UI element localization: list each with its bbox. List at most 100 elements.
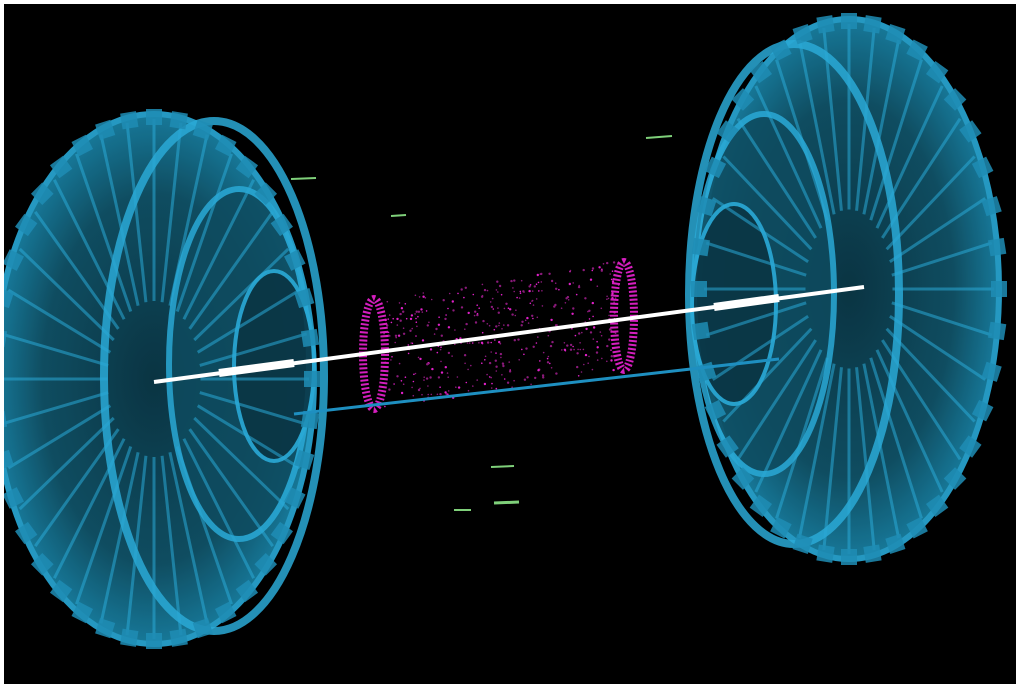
hit-point bbox=[410, 342, 413, 344]
hit-point bbox=[566, 344, 569, 347]
hit-point bbox=[490, 305, 494, 309]
detector-spoke bbox=[188, 211, 274, 330]
detector-spoke bbox=[18, 416, 115, 511]
hit-point bbox=[412, 394, 415, 397]
detector-spoke bbox=[193, 247, 290, 342]
hit-point bbox=[426, 362, 430, 365]
hit-point bbox=[470, 364, 472, 367]
hit-point bbox=[535, 283, 538, 286]
detector-tooth bbox=[304, 371, 320, 387]
detector-tooth bbox=[4, 449, 14, 471]
hit-point bbox=[486, 373, 488, 376]
hit-point bbox=[468, 342, 471, 344]
hit-point bbox=[501, 362, 505, 365]
hit-point bbox=[424, 297, 427, 299]
hit-point bbox=[506, 324, 510, 327]
hit-point bbox=[520, 324, 523, 327]
detector-tooth bbox=[716, 120, 739, 143]
hit-point bbox=[550, 279, 554, 283]
detector-spoke bbox=[889, 314, 987, 381]
hit-point bbox=[400, 380, 403, 382]
hit-point bbox=[539, 360, 541, 362]
hit-point bbox=[535, 298, 538, 300]
hit-point bbox=[549, 344, 553, 348]
event-display-viewport[interactable] bbox=[4, 4, 1016, 684]
detector-tooth bbox=[749, 494, 773, 517]
hit-point bbox=[457, 292, 459, 295]
hit-point bbox=[507, 307, 510, 310]
hit-point bbox=[600, 269, 603, 272]
detector-spoke bbox=[705, 301, 807, 337]
hit-point bbox=[610, 278, 613, 281]
hit-point bbox=[478, 307, 481, 310]
detector-spoke bbox=[160, 122, 183, 303]
hit-point bbox=[541, 290, 543, 292]
hit-point bbox=[486, 289, 489, 292]
hit-point bbox=[476, 304, 479, 307]
detector-tooth bbox=[906, 517, 928, 539]
hit-point bbox=[447, 376, 450, 379]
hit-point bbox=[563, 342, 566, 344]
hit-point bbox=[454, 343, 456, 346]
hit-point bbox=[526, 376, 529, 379]
hit-point bbox=[523, 353, 525, 356]
hit-point bbox=[417, 388, 421, 392]
hit-point bbox=[464, 286, 467, 289]
hit-point bbox=[513, 339, 516, 342]
hit-point bbox=[547, 355, 550, 358]
hit-point bbox=[476, 313, 479, 317]
hit-point bbox=[529, 302, 532, 305]
detector-spoke bbox=[736, 339, 817, 461]
detector-spoke bbox=[869, 59, 923, 221]
detector-tooth bbox=[770, 517, 792, 539]
hit-point bbox=[519, 292, 522, 295]
hit-point bbox=[600, 334, 603, 337]
detector-spoke bbox=[125, 122, 148, 303]
hit-point bbox=[486, 341, 490, 344]
hit-point bbox=[391, 356, 393, 358]
hit-point bbox=[395, 336, 398, 339]
hit-point bbox=[473, 314, 476, 317]
hit-point bbox=[503, 307, 506, 310]
hit-point bbox=[509, 308, 512, 311]
hit-point bbox=[421, 311, 424, 313]
hit-point bbox=[394, 334, 398, 337]
hit-point bbox=[404, 303, 407, 305]
hit-point bbox=[611, 292, 614, 295]
right-hit-ring bbox=[610, 258, 638, 374]
hit-point bbox=[397, 334, 401, 337]
hit-point bbox=[503, 378, 506, 380]
hit-point bbox=[602, 263, 605, 265]
hit-point bbox=[448, 292, 451, 295]
hit-point bbox=[483, 288, 487, 292]
hit-point bbox=[420, 308, 423, 311]
hit-point bbox=[396, 324, 399, 326]
hit-point bbox=[610, 329, 613, 332]
detector-tooth bbox=[49, 579, 73, 603]
hit-point bbox=[518, 359, 520, 361]
detector-spoke bbox=[53, 179, 126, 320]
hit-point bbox=[527, 322, 530, 324]
hit-point bbox=[400, 307, 404, 310]
hit-point bbox=[446, 372, 449, 374]
detector-tooth bbox=[906, 39, 928, 61]
hit-point bbox=[460, 288, 463, 291]
hit-point bbox=[497, 291, 499, 293]
hit-point bbox=[418, 296, 421, 298]
detector-tooth bbox=[300, 328, 320, 348]
hit-point bbox=[598, 266, 601, 269]
detector-tooth bbox=[691, 321, 710, 341]
hit-point bbox=[499, 352, 503, 356]
detector-tooth bbox=[943, 88, 967, 111]
hit-point bbox=[495, 365, 498, 368]
detector-tooth bbox=[981, 361, 1002, 382]
hit-point bbox=[498, 340, 501, 344]
detector-tooth bbox=[146, 109, 162, 125]
hit-point bbox=[501, 328, 503, 330]
hit-point bbox=[532, 317, 534, 320]
hit-point bbox=[454, 329, 456, 331]
hit-point bbox=[589, 331, 593, 334]
hit-point bbox=[503, 324, 505, 326]
hit-point bbox=[421, 339, 425, 342]
detector-spoke bbox=[75, 153, 133, 312]
